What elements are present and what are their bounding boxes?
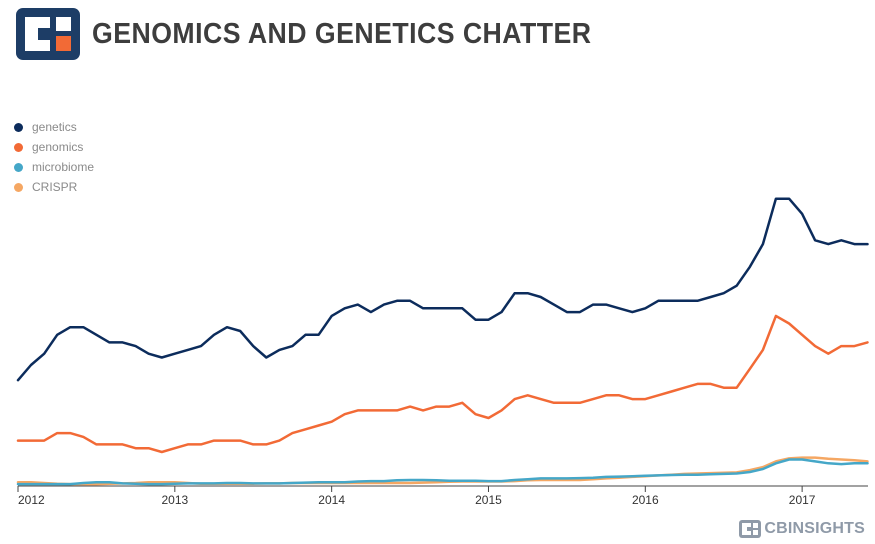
legend-label-crispr: CRISPR <box>32 180 78 194</box>
x-axis-ticks: 2012 2013 2014 2015 2016 2017 <box>17 486 816 507</box>
x-tick-label-2012: 2012 <box>18 493 45 507</box>
x-tick-label-2016: 2016 <box>632 493 659 507</box>
legend-label-microbiome: microbiome <box>32 160 95 174</box>
series-line-microbiome <box>16 458 869 486</box>
header: GENOMICS AND GENETICS CHATTER <box>16 8 635 60</box>
legend-label-genomics: genomics <box>32 140 84 154</box>
x-tick-label-2015: 2015 <box>475 493 502 507</box>
cb-insights-mark-icon <box>739 520 762 538</box>
legend-item-crispr[interactable]: CRISPR <box>14 177 94 197</box>
series-layer <box>16 197 869 486</box>
chart-title: GENOMICS AND GENETICS CHATTER <box>92 17 592 50</box>
x-tick-label-2017: 2017 <box>789 493 816 507</box>
brand-name: CBINSIGHTS <box>764 520 865 537</box>
series-line-genetics <box>16 197 869 382</box>
legend: genetics genomics microbiome CRISPR <box>14 117 94 197</box>
legend-dot-genomics <box>14 142 23 152</box>
legend-label-genetics: genetics <box>32 120 77 134</box>
cb-insights-square-logo-icon <box>16 8 80 60</box>
series-line-genomics <box>16 314 869 454</box>
x-tick-label-2013: 2013 <box>161 493 188 507</box>
legend-dot-genetics <box>14 122 23 132</box>
legend-dot-crispr <box>14 182 23 192</box>
legend-item-genetics[interactable]: genetics <box>14 117 94 137</box>
x-tick-label-2014: 2014 <box>318 493 345 507</box>
legend-dot-microbiome <box>14 162 23 172</box>
legend-item-microbiome[interactable]: microbiome <box>14 157 94 177</box>
footer-brand: CBINSIGHTS <box>739 520 865 538</box>
legend-item-genomics[interactable]: genomics <box>14 137 94 157</box>
